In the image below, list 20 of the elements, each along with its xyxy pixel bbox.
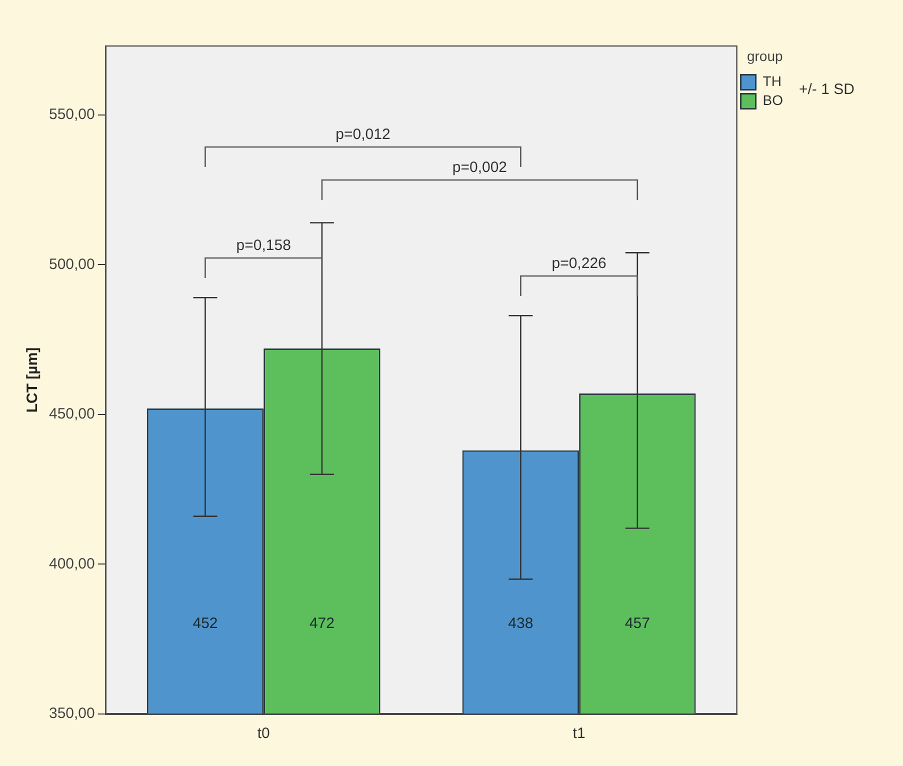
legend-title: group — [746, 48, 783, 64]
data-label: 472 — [309, 615, 334, 632]
y-tick-label: 550,00 — [48, 106, 95, 124]
annotation: p=0,158 — [236, 237, 291, 254]
data-label: 452 — [192, 615, 218, 632]
y-axis-title: LCT [µm] — [24, 347, 42, 413]
annotation: p=0,002 — [452, 159, 508, 176]
y-tick-label: 500,00 — [48, 256, 95, 273]
y-tick-label: 450,00 — [48, 406, 95, 423]
text: +/- 1 SD — [799, 81, 855, 98]
annotation: p=0,226 — [552, 255, 606, 272]
legend-label: BO — [762, 92, 784, 108]
annotation: p=0,012 — [336, 126, 390, 143]
legend-label: TH — [762, 73, 782, 90]
data-label: 457 — [624, 615, 650, 632]
data-label: 438 — [508, 615, 534, 632]
x-tick-label: t1 — [572, 725, 586, 742]
y-tick-label: 350,00 — [48, 705, 95, 722]
x-tick-label: t0 — [257, 725, 270, 742]
y-tick-label: 400,00 — [48, 555, 95, 572]
